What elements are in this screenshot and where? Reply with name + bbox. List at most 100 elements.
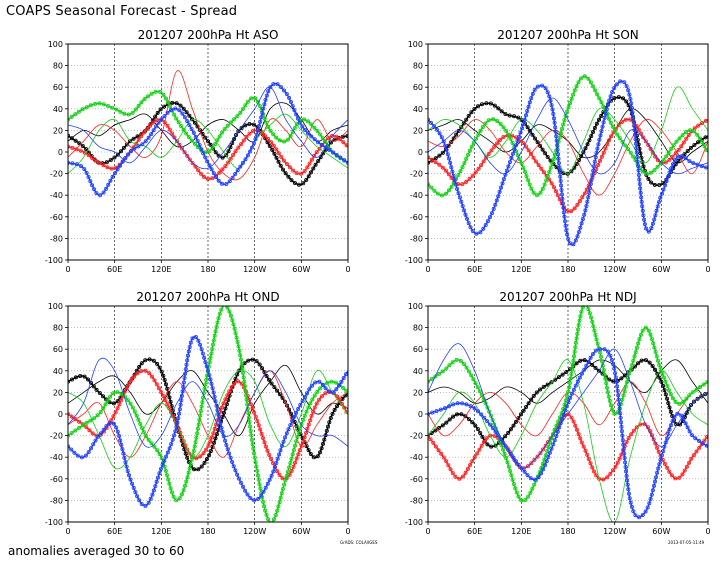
- data-point: [103, 402, 108, 407]
- data-point: [233, 171, 238, 176]
- data-point: [548, 158, 553, 163]
- data-point: [219, 307, 224, 312]
- data-point: [588, 181, 593, 186]
- data-point: [594, 337, 599, 342]
- data-point: [571, 92, 576, 97]
- data-point: [683, 421, 688, 426]
- data-point: [573, 238, 578, 243]
- data-point: [670, 396, 675, 401]
- y-tick-label: 20: [53, 126, 63, 135]
- data-point: [128, 149, 133, 154]
- data-point: [428, 433, 430, 438]
- data-point: [212, 333, 217, 338]
- data-point: [77, 425, 82, 430]
- data-point: [302, 395, 307, 400]
- data-point: [643, 325, 648, 330]
- data-point: [549, 446, 554, 451]
- data-point: [598, 133, 603, 138]
- data-point: [271, 82, 276, 87]
- data-point: [119, 398, 124, 403]
- data-point: [310, 397, 315, 402]
- data-point: [560, 201, 565, 206]
- data-point: [634, 123, 639, 128]
- data-point: [213, 436, 218, 441]
- data-point: [561, 205, 566, 210]
- data-point: [552, 116, 557, 121]
- data-point: [538, 190, 543, 195]
- y-tick-label: -100: [45, 256, 63, 265]
- data-point: [296, 430, 301, 435]
- data-point: [108, 157, 113, 162]
- data-point: [121, 145, 126, 150]
- data-point: [472, 455, 477, 460]
- data-point: [568, 101, 573, 106]
- data-point: [101, 394, 106, 399]
- data-point: [73, 428, 78, 433]
- data-point: [226, 160, 231, 165]
- data-point: [239, 381, 244, 386]
- data-point: [657, 375, 662, 380]
- data-point: [495, 119, 500, 124]
- data-point: [613, 464, 618, 469]
- data-point: [247, 122, 252, 127]
- data-point: [517, 157, 522, 162]
- data-point: [608, 120, 613, 125]
- data-point: [551, 431, 556, 436]
- data-point: [319, 142, 324, 147]
- data-point: [151, 358, 156, 363]
- data-point: [219, 405, 224, 410]
- data-point: [251, 446, 256, 451]
- data-point: [257, 482, 262, 487]
- data-point: [584, 363, 589, 368]
- data-point: [317, 397, 322, 402]
- data-point: [496, 106, 501, 111]
- data-point: [697, 136, 702, 141]
- data-point: [134, 413, 139, 418]
- data-point: [467, 176, 472, 181]
- data-point: [243, 388, 248, 393]
- data-point: [529, 186, 534, 191]
- data-point: [624, 473, 629, 478]
- data-point: [259, 431, 264, 436]
- data-point: [125, 468, 130, 473]
- data-point: [274, 135, 279, 140]
- data-point: [579, 221, 584, 226]
- data-point: [640, 513, 645, 518]
- data-point: [115, 406, 120, 411]
- data-point: [606, 116, 611, 121]
- data-point: [339, 379, 344, 384]
- data-point: [529, 96, 534, 101]
- data-point: [630, 110, 635, 115]
- data-point: [307, 387, 312, 392]
- data-point: [428, 160, 430, 165]
- data-point: [665, 383, 670, 388]
- data-point: [580, 217, 585, 222]
- data-point: [656, 200, 661, 205]
- data-point: [625, 478, 630, 483]
- y-tick-label: -60: [50, 475, 63, 484]
- data-point: [640, 159, 645, 164]
- data-point: [619, 429, 624, 434]
- data-point: [603, 111, 608, 116]
- data-point: [93, 438, 98, 443]
- data-point: [451, 402, 456, 407]
- data-point: [279, 491, 284, 496]
- data-point: [73, 138, 78, 143]
- x-tick-label: 120E: [151, 265, 171, 274]
- y-tick-label: -20: [410, 170, 423, 179]
- data-point: [689, 402, 694, 407]
- data-point: [582, 74, 587, 79]
- data-point: [290, 104, 295, 109]
- data-point: [149, 132, 154, 137]
- y-tick-label: 40: [53, 105, 63, 114]
- data-point: [666, 150, 671, 155]
- data-point: [428, 379, 430, 384]
- data-point: [501, 447, 506, 452]
- data-point: [564, 369, 569, 374]
- data-point: [605, 390, 610, 395]
- data-point: [502, 451, 507, 456]
- data-point: [588, 461, 593, 466]
- data-point: [207, 373, 212, 378]
- data-point: [474, 136, 479, 141]
- data-point: [174, 424, 179, 429]
